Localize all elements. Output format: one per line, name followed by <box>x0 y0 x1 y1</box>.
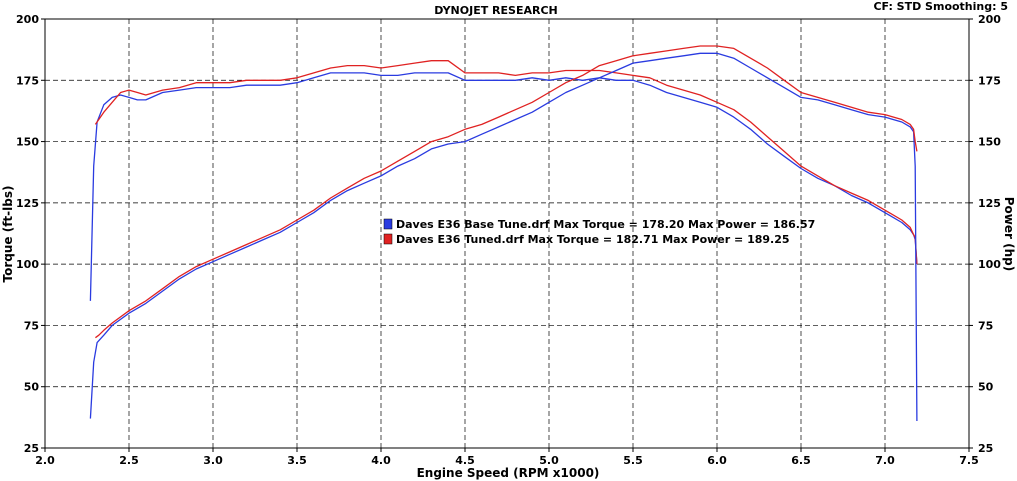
legend-swatch-base <box>383 218 393 230</box>
tuned-power-line <box>95 45 918 339</box>
y2-tick-label: 150 <box>978 136 1001 149</box>
y2-tick-label: 25 <box>978 442 993 455</box>
x-tick-label: 2.0 <box>35 454 55 467</box>
y2-tick-labels: 25 50 75 100 125 150 175 200 <box>969 13 1001 455</box>
x-tick-label: 4.0 <box>371 454 391 467</box>
x-tick-label: 5.0 <box>539 454 559 467</box>
y2-tick-label: 75 <box>978 319 993 332</box>
x-tick-label: 6.0 <box>707 454 727 467</box>
y-tick-label: 150 <box>16 136 39 149</box>
y2-tick-label: 125 <box>978 197 1001 210</box>
x-axis-title: Engine Speed (RPM x1000) <box>417 466 600 480</box>
y-tick-label: 50 <box>24 381 40 394</box>
legend: Daves E36 Base Tune.drf Max Torque = 178… <box>383 218 815 246</box>
chart-title: DYNOJET RESEARCH <box>434 4 557 17</box>
y2-axis-title: Power (hp) <box>1002 197 1016 271</box>
y-tick-label: 100 <box>16 258 39 271</box>
y-tick-label: 25 <box>24 442 39 455</box>
settings-label: CF: STD Smoothing: 5 <box>873 0 1008 13</box>
grid <box>45 19 969 448</box>
plot-area <box>44 18 970 449</box>
y2-tick-label: 200 <box>978 13 1001 26</box>
base-power-line <box>89 52 918 422</box>
x-tick-labels: 2.0 2.5 3.0 3.5 4.0 4.5 5.0 5.5 6.0 6.5 7.0 7.5 <box>35 448 979 467</box>
y-axis-title: Torque (ft-lbs) <box>1 186 15 283</box>
x-tick-label: 4.5 <box>455 454 475 467</box>
tuned-torque-line <box>94 60 918 265</box>
y-tick-label: 200 <box>16 13 39 26</box>
x-tick-label: 5.5 <box>623 454 643 467</box>
legend-text-tuned: Daves E36 Tuned.drf Max Torque = 182.71 … <box>396 233 790 246</box>
legend-swatch-tuned <box>383 233 393 245</box>
x-tick-label: 3.5 <box>287 454 307 467</box>
series-group <box>89 45 918 422</box>
x-tick-label: 7.0 <box>875 454 895 467</box>
y-tick-labels: 25 50 75 100 125 150 175 200 <box>16 13 45 455</box>
y2-tick-label: 175 <box>978 74 1001 87</box>
base-torque-line <box>89 72 918 301</box>
x-tick-label: 7.5 <box>959 454 979 467</box>
y2-tick-label: 100 <box>978 258 1001 271</box>
y2-tick-label: 50 <box>978 381 994 394</box>
y-tick-label: 175 <box>16 74 39 87</box>
x-tick-label: 2.5 <box>119 454 139 467</box>
y-tick-label: 125 <box>16 197 39 210</box>
x-tick-label: 3.0 <box>203 454 223 467</box>
x-tick-label: 6.5 <box>791 454 811 467</box>
y-tick-label: 75 <box>24 319 39 332</box>
legend-text-base: Daves E36 Base Tune.drf Max Torque = 178… <box>396 218 815 231</box>
